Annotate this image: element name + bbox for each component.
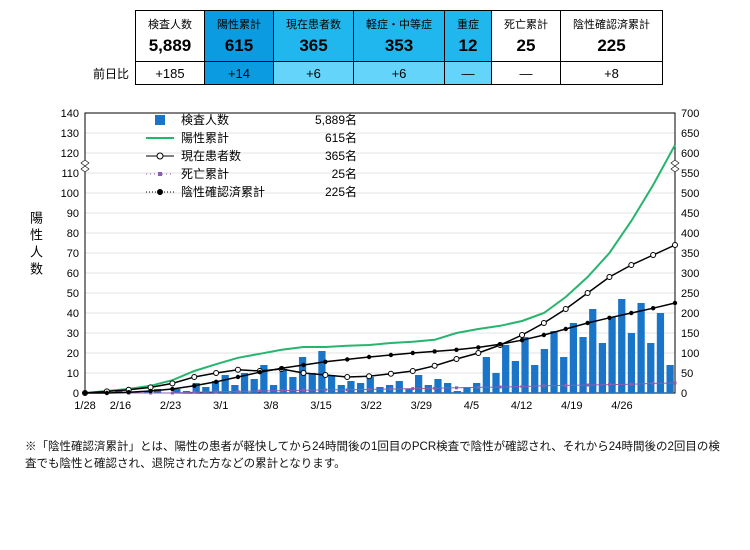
svg-text:60: 60 bbox=[67, 268, 79, 280]
covid-chart: 0 10 20 30 40 50 60 70 80 90 100 110 120 130 140 0 50 100… bbox=[30, 103, 720, 433]
svg-text:3/22: 3/22 bbox=[360, 400, 381, 412]
delta-cell: — bbox=[492, 62, 561, 85]
svg-text:80: 80 bbox=[67, 228, 79, 240]
svg-text:40: 40 bbox=[67, 308, 79, 320]
delta-cell: — bbox=[445, 62, 492, 85]
svg-text:4/5: 4/5 bbox=[464, 400, 479, 412]
stat-cell: 重症12 bbox=[445, 11, 492, 62]
svg-text:120: 120 bbox=[61, 148, 79, 160]
svg-text:50: 50 bbox=[681, 368, 693, 380]
svg-text:3/29: 3/29 bbox=[411, 400, 432, 412]
legend-row: 陰性確認済累計225名 bbox=[145, 183, 357, 201]
svg-text:130: 130 bbox=[61, 128, 79, 140]
svg-text:4/19: 4/19 bbox=[561, 400, 582, 412]
svg-text:2/16: 2/16 bbox=[110, 400, 131, 412]
summary-table: 検査人数5,889陽性累計615現在患者数365軽症・中等症353重症12死亡累… bbox=[87, 10, 663, 85]
chart-container: 陽性人数 01020304050607080901001101201301400… bbox=[30, 103, 720, 433]
legend-row: 死亡累計25名 bbox=[145, 165, 357, 183]
svg-text:350: 350 bbox=[681, 248, 699, 260]
stat-cell: 陽性累計615 bbox=[205, 11, 274, 62]
footnote: ※「陰性確認済累計」とは、陽性の患者が軽快してから24時間後の1回目のPCR検査… bbox=[25, 439, 725, 474]
svg-text:1/28: 1/28 bbox=[74, 400, 95, 412]
stat-cell: 現在患者数365 bbox=[274, 11, 354, 62]
svg-text:110: 110 bbox=[61, 168, 79, 180]
delta-cell: +185 bbox=[136, 62, 205, 85]
delta-cell: +6 bbox=[274, 62, 354, 85]
stat-cell: 検査人数5,889 bbox=[136, 11, 205, 62]
svg-text:50: 50 bbox=[67, 288, 79, 300]
prev-day-label: 前日比 bbox=[87, 62, 136, 85]
svg-text:4/26: 4/26 bbox=[611, 400, 632, 412]
delta-cell: +8 bbox=[561, 62, 663, 85]
svg-text:2/23: 2/23 bbox=[160, 400, 181, 412]
chart-legend: 検査人数5,889名陽性累計615名現在患者数365名死亡累計25名陰性確認済累… bbox=[145, 111, 357, 201]
svg-text:20: 20 bbox=[67, 348, 79, 360]
svg-text:0: 0 bbox=[681, 388, 687, 400]
svg-text:3/8: 3/8 bbox=[263, 400, 278, 412]
legend-row: 検査人数5,889名 bbox=[145, 111, 357, 129]
svg-text:70: 70 bbox=[67, 248, 79, 260]
legend-row: 陽性累計615名 bbox=[145, 129, 357, 147]
svg-text:100: 100 bbox=[681, 348, 699, 360]
svg-text:30: 30 bbox=[67, 328, 79, 340]
svg-text:500: 500 bbox=[681, 188, 699, 200]
y-axis-label: 陽性人数 bbox=[26, 211, 45, 279]
svg-text:400: 400 bbox=[681, 228, 699, 240]
stat-cell: 陰性確認済累計225 bbox=[561, 11, 663, 62]
delta-cell: +6 bbox=[354, 62, 445, 85]
svg-text:100: 100 bbox=[61, 188, 79, 200]
svg-text:0: 0 bbox=[73, 388, 79, 400]
svg-text:450: 450 bbox=[681, 208, 699, 220]
stat-cell: 軽症・中等症353 bbox=[354, 11, 445, 62]
svg-text:3/1: 3/1 bbox=[213, 400, 228, 412]
svg-text:90: 90 bbox=[67, 208, 79, 220]
svg-text:650: 650 bbox=[681, 128, 699, 140]
legend-row: 現在患者数365名 bbox=[145, 147, 357, 165]
svg-text:3/15: 3/15 bbox=[310, 400, 331, 412]
svg-text:200: 200 bbox=[681, 308, 699, 320]
svg-text:300: 300 bbox=[681, 268, 699, 280]
svg-text:4/12: 4/12 bbox=[511, 400, 532, 412]
stat-cell: 死亡累計25 bbox=[492, 11, 561, 62]
svg-text:700: 700 bbox=[681, 108, 699, 120]
delta-cell: +14 bbox=[205, 62, 274, 85]
svg-text:140: 140 bbox=[61, 108, 79, 120]
svg-text:150: 150 bbox=[681, 328, 699, 340]
svg-text:10: 10 bbox=[67, 368, 79, 380]
svg-text:250: 250 bbox=[681, 288, 699, 300]
svg-text:600: 600 bbox=[681, 148, 699, 160]
svg-text:550: 550 bbox=[681, 168, 699, 180]
